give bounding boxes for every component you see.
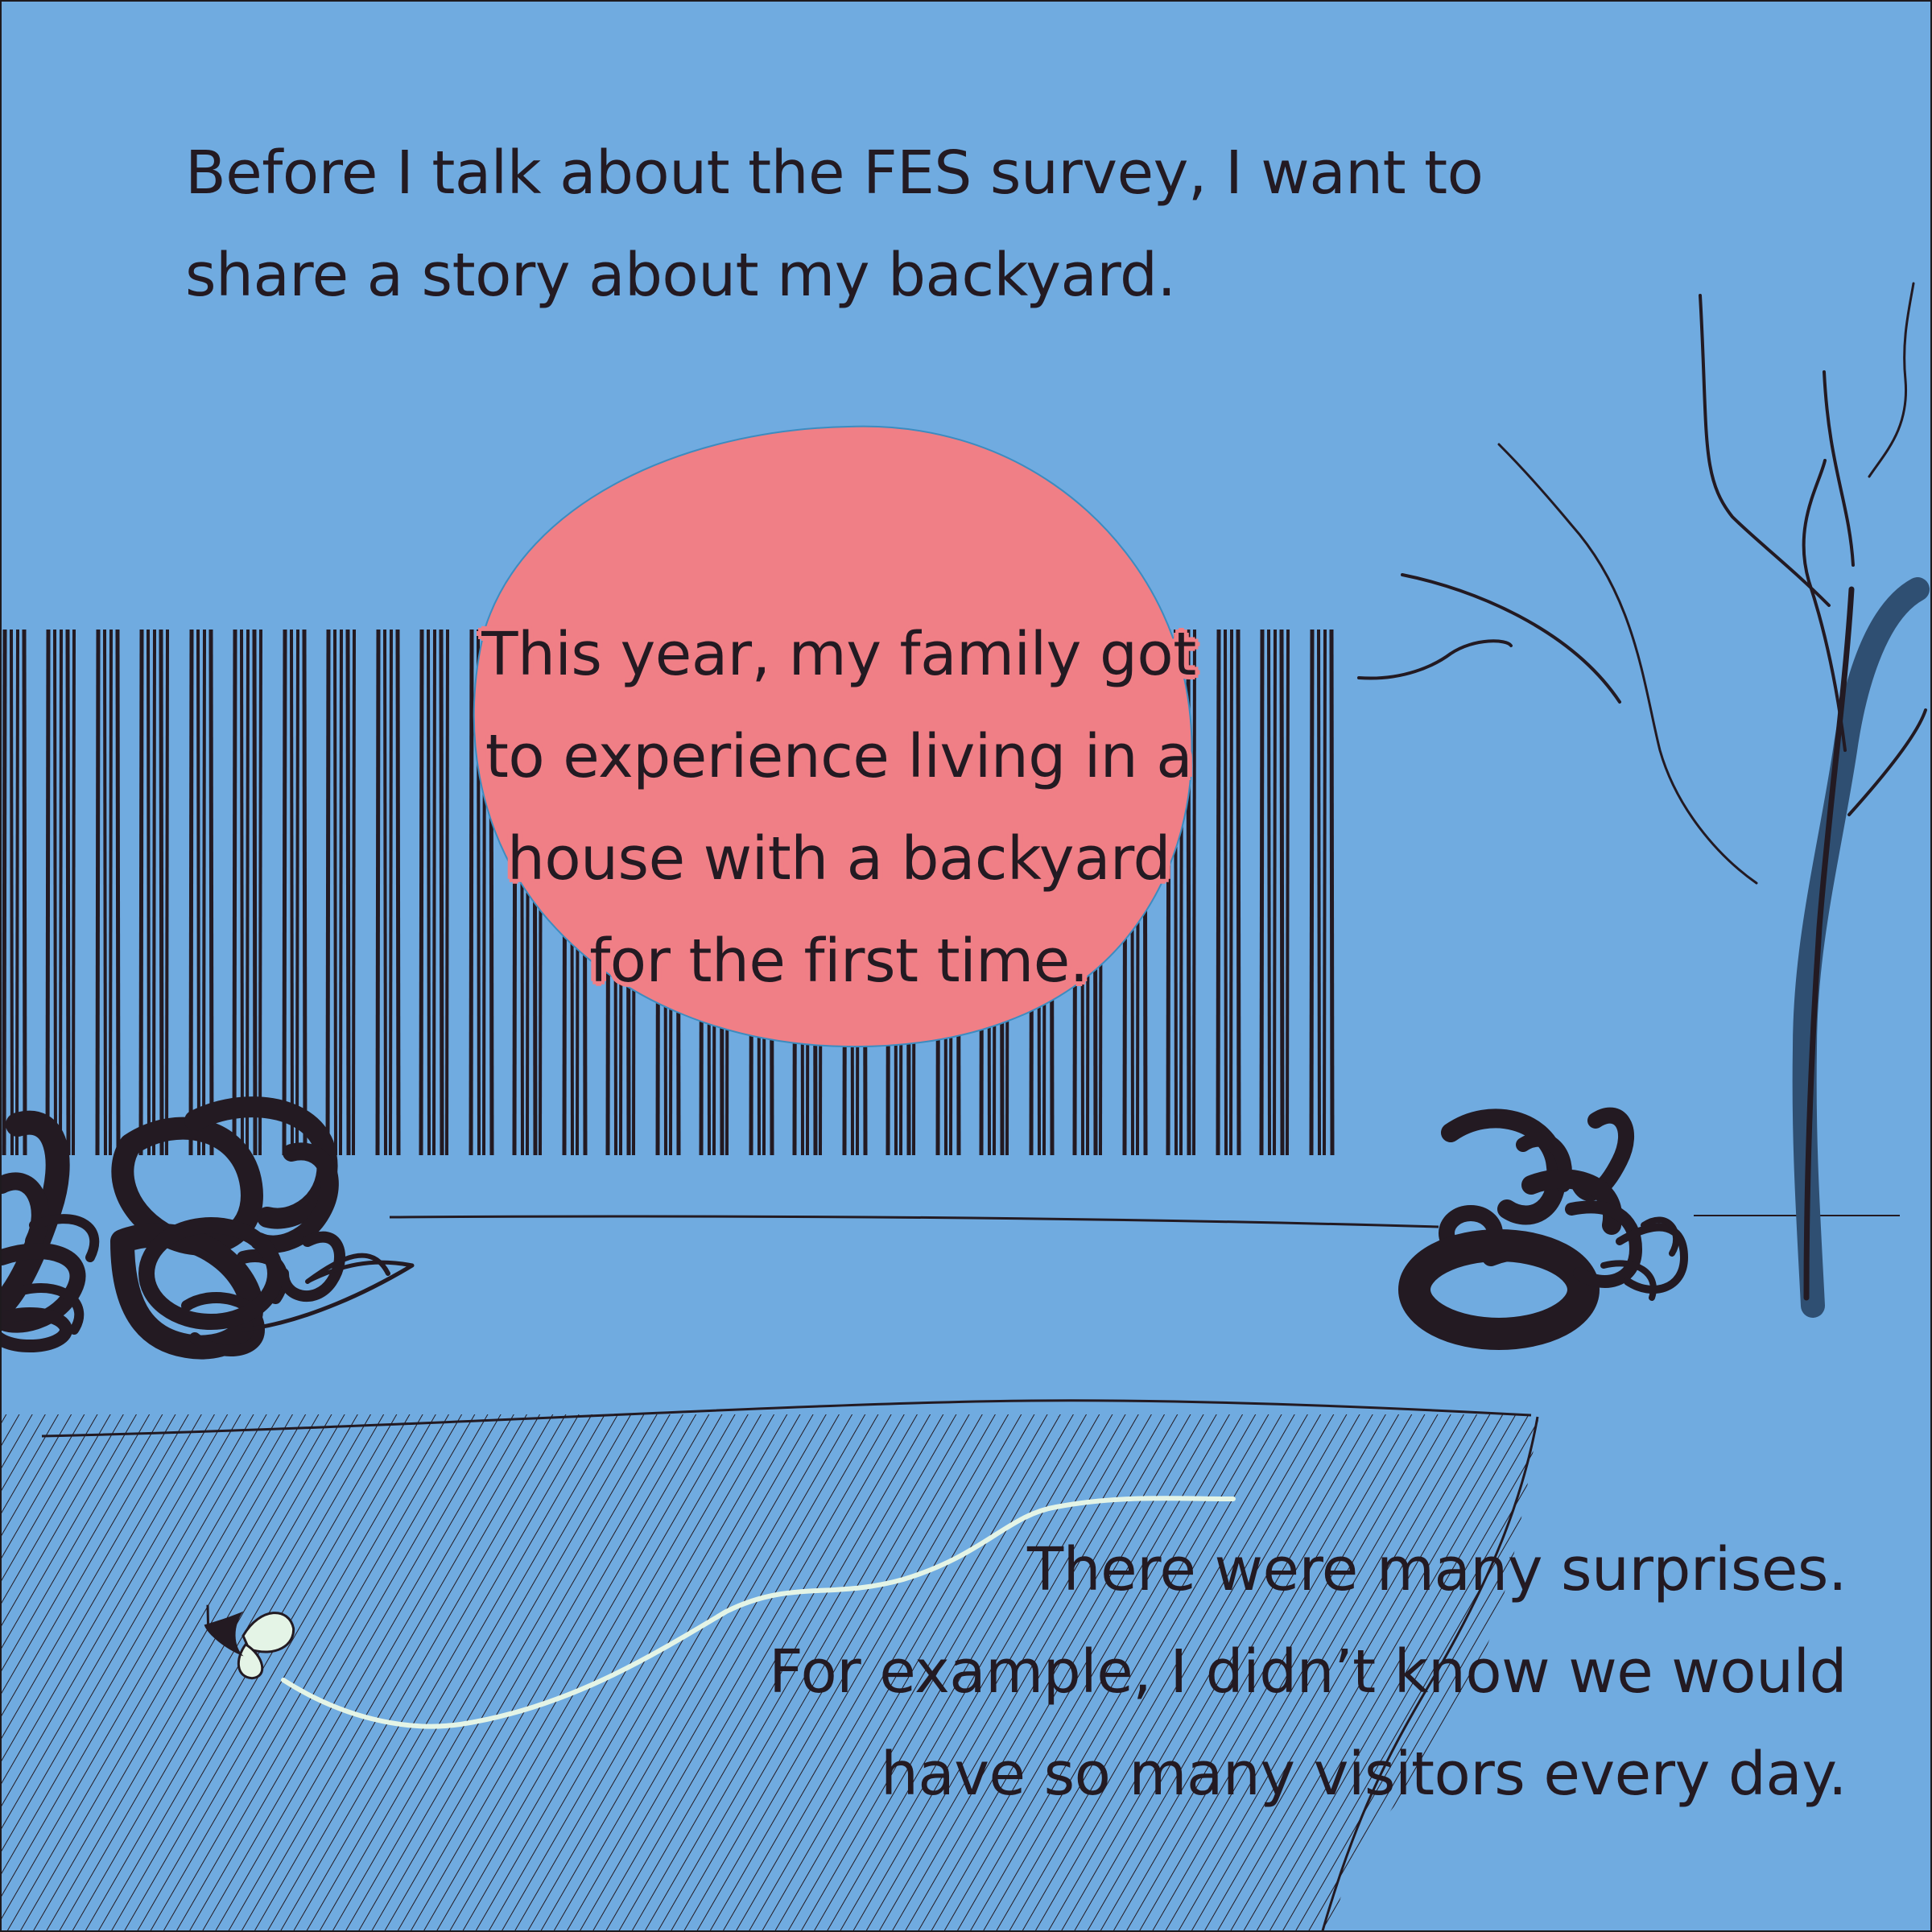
fence-bar	[302, 629, 308, 1156]
fence-bar	[469, 629, 474, 1156]
fence-bar	[445, 629, 449, 1156]
fence-bar	[439, 629, 444, 1156]
fence-bar	[427, 629, 431, 1156]
fence-bar	[1273, 629, 1277, 1156]
lawn-edge-line	[41, 1399, 1532, 1438]
fence-bar	[72, 629, 76, 1156]
bush-left	[2, 1110, 100, 1352]
fence-bar	[1229, 629, 1233, 1156]
bush-center-left	[110, 1096, 415, 1360]
fence-bar	[295, 629, 299, 1156]
fence-bar	[152, 629, 156, 1156]
fence-bar	[1236, 629, 1241, 1156]
fence-bar	[2, 629, 7, 1156]
fence-bar	[282, 629, 287, 1156]
fence-bar	[1286, 629, 1290, 1156]
fence-bar	[333, 629, 337, 1156]
fence-bar	[188, 629, 194, 1156]
fence-bar	[208, 629, 214, 1156]
bare-tree	[1357, 282, 1930, 1318]
fence-bar	[10, 629, 14, 1156]
fence-bar	[389, 629, 393, 1156]
bottom-text: There were many surprises. For example, …	[769, 1535, 1847, 1809]
butterfly	[204, 1604, 295, 1680]
fence-bar	[258, 629, 262, 1156]
fence-bar	[159, 629, 164, 1156]
fence-bar	[1224, 629, 1228, 1156]
fence-bar	[1259, 629, 1265, 1156]
bush-right	[1398, 1107, 1688, 1350]
fence-bar	[59, 629, 63, 1156]
fence-bar	[1216, 629, 1221, 1156]
fence-bar	[45, 629, 51, 1156]
fence-bar	[232, 629, 237, 1156]
fence-bar	[1323, 629, 1327, 1156]
intro-text: Before I talk about the FES survey, I wa…	[185, 138, 1484, 310]
fence-bar	[53, 629, 57, 1156]
flight-path	[281, 1496, 1236, 1729]
fence-bar	[109, 629, 113, 1156]
fence-bar	[345, 629, 351, 1156]
fence-bar	[383, 629, 387, 1156]
fence-bar	[246, 629, 250, 1156]
fence-bar	[1309, 629, 1315, 1156]
fence-bar	[419, 629, 424, 1156]
fence-bar	[95, 629, 101, 1156]
fence-bar	[196, 629, 200, 1156]
ground-line	[389, 1215, 1439, 1228]
fence-bar	[352, 629, 356, 1156]
fence-bar	[432, 629, 436, 1156]
fence-bar	[1192, 629, 1196, 1156]
fence-bar	[252, 629, 258, 1156]
fence-bar	[290, 629, 294, 1156]
fence-bar	[22, 629, 27, 1156]
lawn-right-edge	[1321, 1416, 1539, 1930]
fence-bar	[147, 629, 151, 1156]
fence-bar	[15, 629, 19, 1156]
fence-bar	[1329, 629, 1335, 1156]
fence-bar	[138, 629, 144, 1156]
hatched-lawn	[2, 1414, 1539, 1930]
circle-text: This year, my family got to experience l…	[481, 620, 1196, 996]
sun	[473, 425, 1193, 1048]
